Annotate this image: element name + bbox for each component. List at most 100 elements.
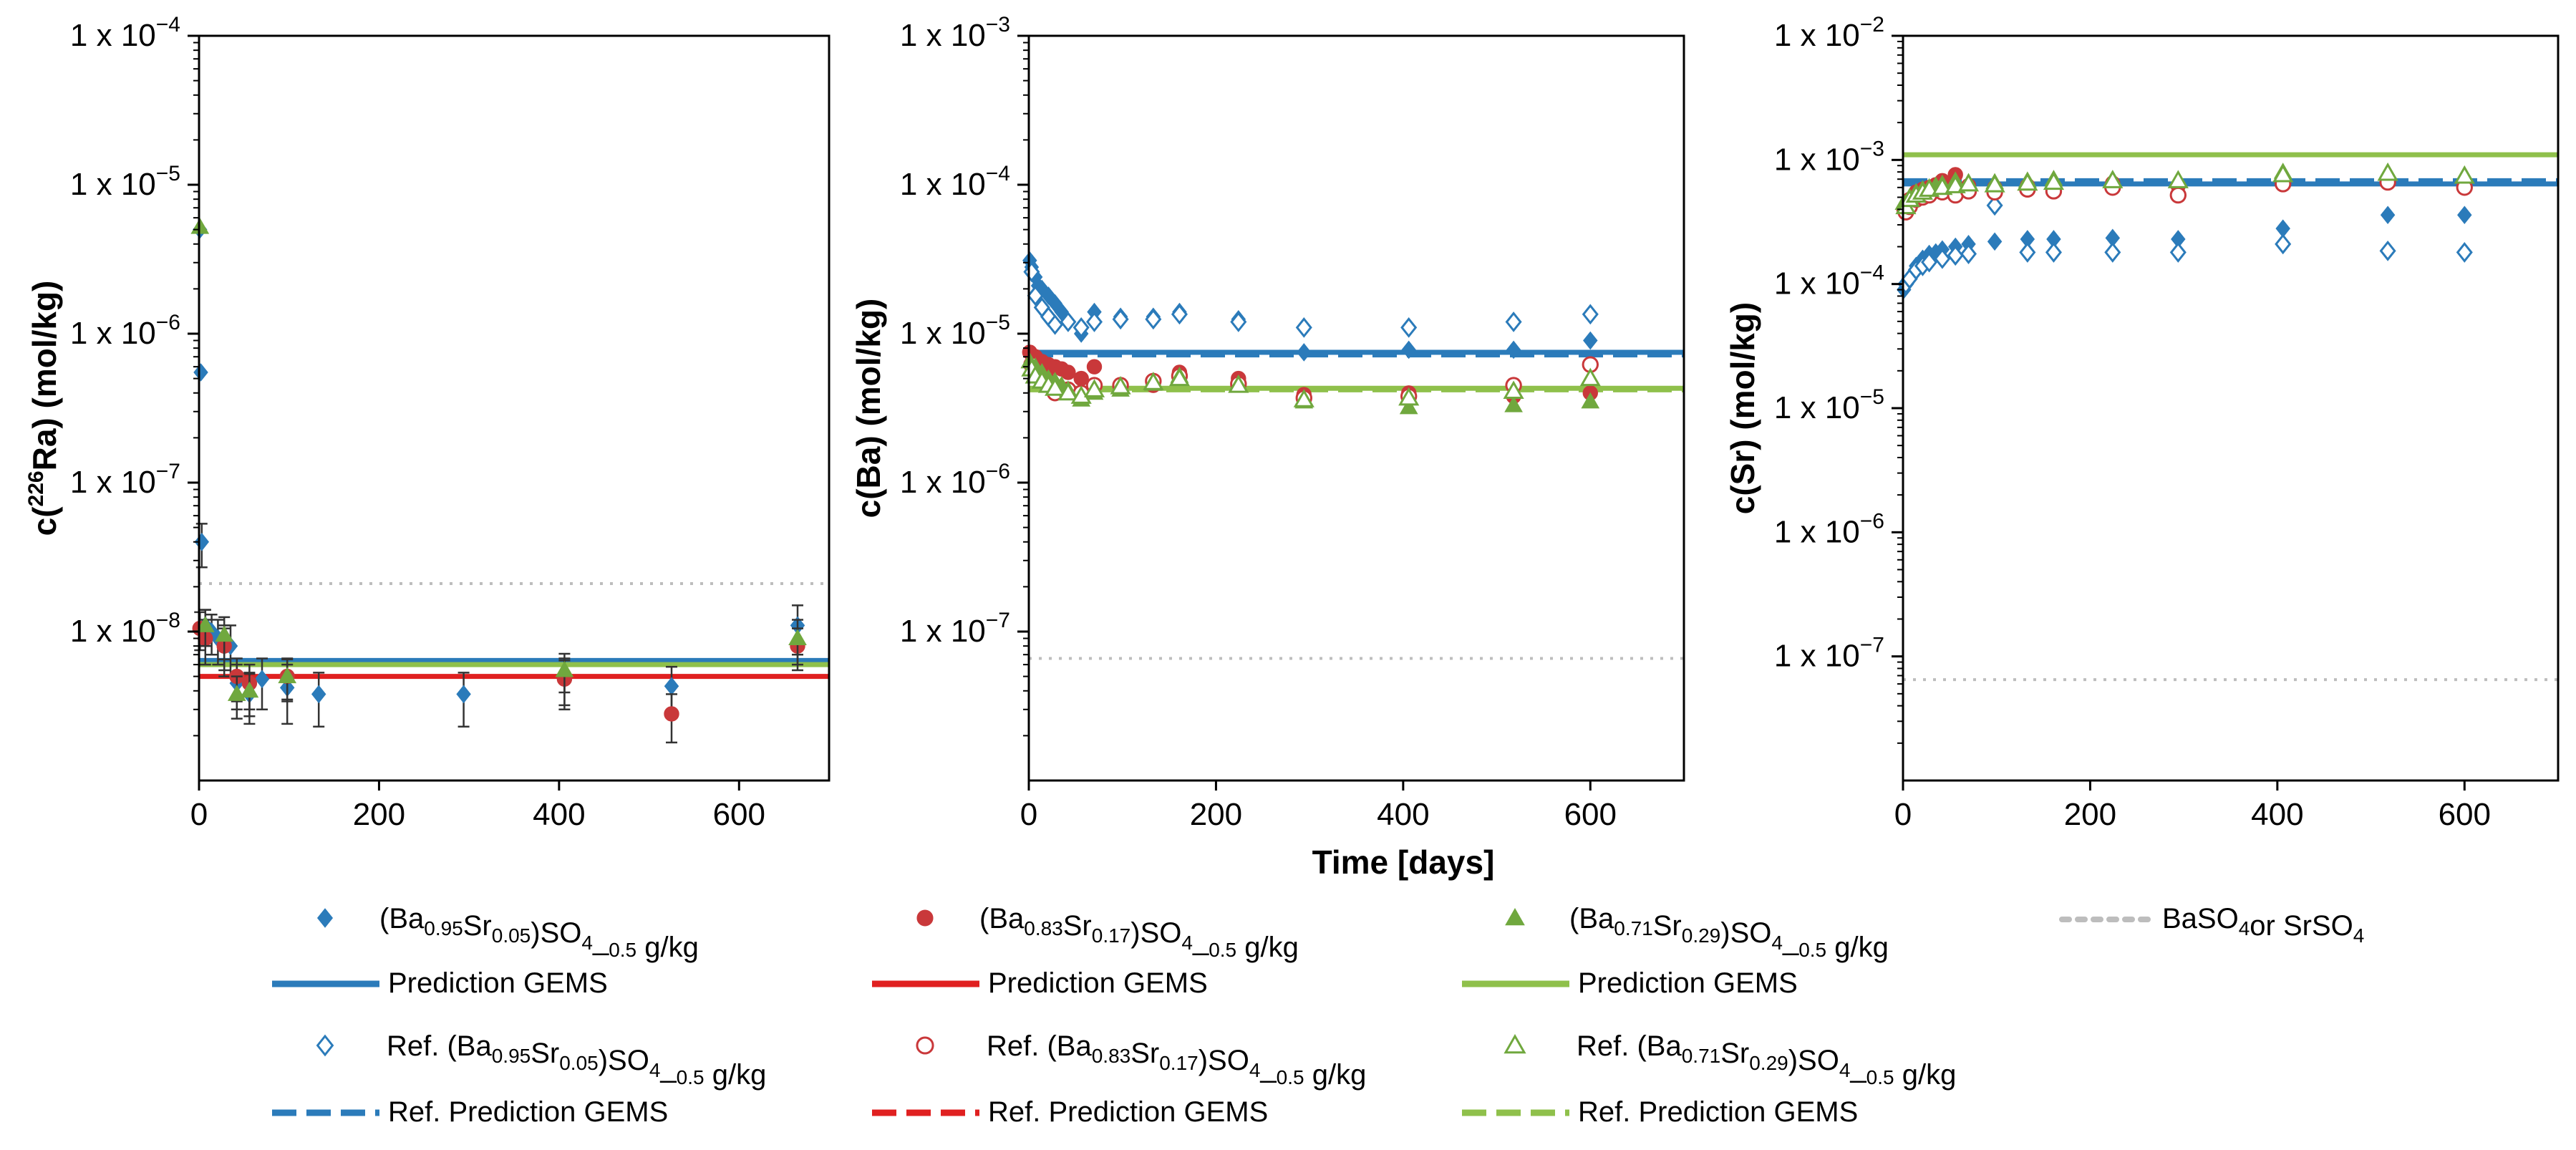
- data-point: [1932, 176, 1953, 195]
- data-point: [2045, 242, 2062, 263]
- shared-x-axis-label: Time [days]: [1312, 844, 1495, 881]
- x-tick-label: 400: [533, 797, 585, 832]
- x-tick-label: 0: [1020, 797, 1037, 832]
- series-ra-0: [193, 220, 805, 728]
- legend-label-7: Ref. (Ba0.95Sr0.05)SO4_0.5 g/kg: [387, 1030, 766, 1091]
- data-point: [1045, 377, 1066, 396]
- y-tick-label: 1 x 10−8: [70, 609, 180, 649]
- legend-item-1: (Ba0.83Sr0.17)SO4_0.5 g/kg: [916, 903, 1299, 963]
- legend-label-6: Prediction GEMS: [1578, 967, 1798, 999]
- plot-frame-ba: [1027, 34, 1685, 782]
- data-point: [1293, 389, 1314, 407]
- panels: 0 200 400 600 1 x 10−8 1 x 10−7 1 x 10−6 1 x 10…: [24, 13, 2560, 832]
- legend-label-3: BaSO4or SrSO4: [2162, 903, 2364, 947]
- data-point: [1582, 304, 1599, 325]
- y-tick-label: 1 x 10−6: [70, 311, 180, 351]
- legend-label-10: Ref. Prediction GEMS: [388, 1096, 668, 1128]
- legend-label-11: Ref. Prediction GEMS: [988, 1096, 1268, 1128]
- legend-item-11: Ref. Prediction GEMS: [872, 1096, 1268, 1128]
- data-point: [664, 677, 679, 696]
- legend-item-0: (Ba0.95Sr0.05)SO4_0.5 g/kg: [316, 903, 699, 963]
- legend-marker-symbol: [1505, 907, 1525, 926]
- legend-item-10: Ref. Prediction GEMS: [272, 1096, 668, 1128]
- legend-item-4: Prediction GEMS: [272, 967, 608, 999]
- series-sr-1: [1897, 195, 2473, 295]
- series-ra-2: [190, 218, 807, 720]
- data-point: [1086, 359, 1103, 375]
- y-tick-label: 1 x 10−4: [1774, 261, 1884, 301]
- y-tick-label: 1 x 10−7: [1774, 634, 1884, 674]
- data-point: [1945, 175, 1966, 193]
- series-sr-5: [1895, 163, 2475, 215]
- x-tick-label: 0: [190, 797, 208, 832]
- data-point: [1583, 331, 1598, 350]
- data-point: [2043, 171, 2065, 190]
- legend-marker-symbol: [916, 1036, 934, 1055]
- data-point: [1506, 340, 1521, 359]
- data-point: [1987, 232, 2003, 251]
- data-point: [1083, 379, 1105, 397]
- legend-item-9: Ref. (Ba0.71Sr0.29)SO4_0.5 g/kg: [1504, 1030, 1956, 1091]
- data-point: [1171, 304, 1188, 325]
- legend-label-0: (Ba0.95Sr0.05)SO4_0.5 g/kg: [379, 903, 699, 963]
- x-tick-label: 200: [353, 797, 405, 832]
- y-tick-label: 1 x 10−2: [1774, 13, 1884, 53]
- data-point: [1047, 314, 1064, 335]
- data-point: [2169, 186, 2187, 204]
- data-point: [1960, 243, 1977, 264]
- data-point: [1957, 173, 1980, 192]
- data-point: [1581, 392, 1600, 409]
- data-point: [254, 670, 270, 689]
- data-point: [2169, 242, 2187, 263]
- series-ba-1: [1023, 261, 1599, 338]
- x-tick-label: 600: [2439, 797, 2491, 832]
- data-point: [1060, 364, 1076, 380]
- y-tick-label: 1 x 10−5: [1774, 385, 1884, 425]
- data-point: [1060, 311, 1077, 332]
- data-point: [1057, 382, 1079, 401]
- y-tick-label: 1 x 10−5: [900, 311, 1010, 351]
- plot-frame-sr: [1902, 34, 2560, 782]
- data-point: [1947, 245, 1964, 266]
- data-point: [664, 706, 679, 722]
- data-point: [2102, 170, 2124, 188]
- data-point: [2275, 233, 2292, 255]
- data-point: [1143, 372, 1164, 390]
- data-point: [2379, 240, 2396, 261]
- data-point: [1085, 311, 1103, 332]
- legend-label-2: (Ba0.71Sr0.29)SO4_0.5 g/kg: [1569, 903, 1889, 963]
- data-point: [2272, 163, 2294, 183]
- data-point: [2017, 172, 2038, 191]
- y-tick-label: 1 x 10−6: [900, 460, 1010, 500]
- legend-item-5: Prediction GEMS: [872, 967, 1208, 999]
- legend-item-8: Ref. (Ba0.83Sr0.17)SO4_0.5 g/kg: [916, 1030, 1366, 1091]
- legend-label-9: Ref. (Ba0.71Sr0.29)SO4_0.5 g/kg: [1577, 1030, 1956, 1091]
- data-point: [278, 667, 297, 684]
- y-tick-label: 1 x 10−7: [900, 609, 1010, 649]
- data-point: [1984, 174, 2005, 193]
- legend-item-7: Ref. (Ba0.95Sr0.05)SO4_0.5 g/kg: [316, 1030, 766, 1091]
- data-point: [1110, 376, 1131, 395]
- series-ba-0: [1022, 251, 1598, 362]
- x-tick-label: 200: [2064, 797, 2116, 832]
- x-tick-label: 200: [1190, 797, 1242, 832]
- data-point: [1505, 311, 1522, 332]
- data-point: [311, 685, 326, 704]
- data-point: [1297, 343, 1312, 362]
- data-point: [2454, 165, 2475, 184]
- x-tick-label: 600: [713, 797, 765, 832]
- x-tick-label: 600: [1564, 797, 1617, 832]
- y-tick-label: 1 x 10−7: [70, 460, 180, 500]
- x-tick-label: 0: [1894, 797, 1912, 832]
- data-point: [193, 363, 208, 382]
- y-tick-label: 1 x 10−3: [900, 13, 1010, 53]
- y-tick-label: 1 x 10−5: [70, 162, 180, 202]
- y-tick-label: 1 x 10−3: [1774, 137, 1884, 177]
- data-point: [1230, 311, 1247, 332]
- data-point: [1400, 317, 1418, 338]
- plot-frame-ra: [198, 34, 831, 782]
- y-axis-label-sr: c(Sr) (mol/kg): [1724, 302, 1761, 514]
- data-point: [1112, 309, 1129, 330]
- data-point: [788, 629, 807, 646]
